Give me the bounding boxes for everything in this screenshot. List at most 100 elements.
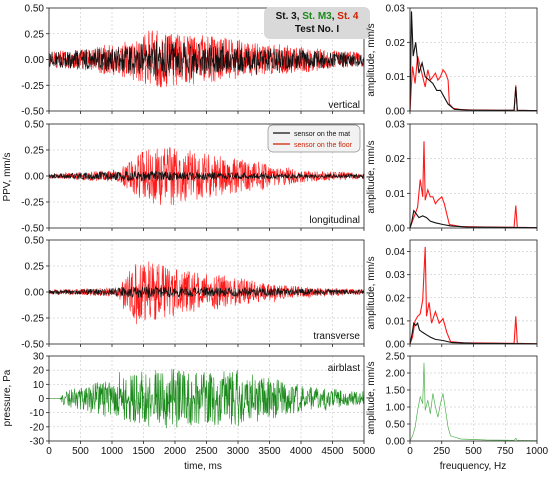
panel-label-vertical: vertical xyxy=(328,100,360,111)
annotation-part-1: St. 3, xyxy=(276,11,303,22)
x-tick-label: 0 xyxy=(407,446,413,457)
y-tick-label: -0.50 xyxy=(21,224,44,235)
x-tick-label: 5000 xyxy=(353,446,376,457)
y-tick-label: 0.03 xyxy=(386,4,406,15)
panel-label-transverse: transverse xyxy=(313,331,360,342)
y-tick-label: 0.03 xyxy=(386,120,406,131)
annotation-part-4: St. 4 xyxy=(337,11,359,22)
x-tick-label: 500 xyxy=(72,446,89,457)
x-tick-label: 0 xyxy=(46,446,52,457)
plot-frame xyxy=(409,239,538,345)
x-axis-label-time: time, ms xyxy=(184,461,222,472)
y-tick-label: 1.50 xyxy=(386,386,406,397)
y-tick-label: 1.00 xyxy=(386,403,406,414)
y-tick-label: 10 xyxy=(33,380,45,391)
y-tick-label: 0.01 xyxy=(386,316,406,327)
x-tick-label: 3000 xyxy=(227,446,250,457)
y-tick-label: -10 xyxy=(30,408,45,419)
y-tick-label: 0.25 xyxy=(25,146,45,157)
y-tick-label: 30 xyxy=(33,352,45,363)
y-tick-label: 0.04 xyxy=(386,247,406,258)
spectrum-series-line xyxy=(409,362,538,442)
y-axis-label-amplitude-2: amplitude, mm/s xyxy=(366,140,377,213)
panel-label-longitudinal: longitudinal xyxy=(309,215,360,226)
test-annotation: St. 3, St. M3, St. 4 Test No. I xyxy=(264,7,370,39)
y-tick-label: 0.00 xyxy=(386,437,406,448)
annotation-part-2: St. M3 xyxy=(302,11,332,22)
panel-label-airblast: airblast xyxy=(328,363,360,374)
x-tick-label: 1000 xyxy=(101,446,124,457)
x-tick-label: 250 xyxy=(433,446,450,457)
y-tick-label: 2.00 xyxy=(386,369,406,380)
y-tick-label: 0.01 xyxy=(386,189,406,200)
y-tick-label: -30 xyxy=(30,437,45,448)
y-tick-label: 0.02 xyxy=(386,293,406,304)
x-tick-label: 1500 xyxy=(132,446,155,457)
plot-frame xyxy=(409,123,538,229)
y-tick-label: 0.00 xyxy=(386,107,406,118)
vertical-spectrum-panel: 0.03 0.02 0.01 0.00 xyxy=(386,4,538,118)
annotation-line-2: Test No. I xyxy=(295,24,339,35)
y-tick-label: -0.25 xyxy=(21,81,44,92)
longitudinal-time-panel: 0.50 0.25 0.00 -0.25 -0.50 longitudinal sens… xyxy=(21,120,365,235)
legend: sensor on the mat sensor on the floor xyxy=(267,124,361,153)
vertical-time-panel: 0.50 0.25 0.00 -0.25 -0.50 vertical St. 3, S… xyxy=(21,4,370,118)
plot-frame xyxy=(48,355,365,442)
annotation-part-3: , xyxy=(332,11,338,22)
x-tick-label: 1000 xyxy=(526,446,549,457)
y-tick-label: 0.25 xyxy=(25,262,45,273)
y-axis-label-amplitude-3: amplitude, mm/s xyxy=(366,256,377,329)
x-tick-label: 4500 xyxy=(321,446,344,457)
airblast-spectrum-panel: 2.50 2.00 1.50 1.00 0.50 0.000 250 500 750 1000 xyxy=(386,352,549,458)
spectrum-series-line xyxy=(409,321,538,345)
y-tick-label: 0.50 xyxy=(25,236,45,247)
time-series-trace xyxy=(48,36,365,79)
y-tick-label: 0.00 xyxy=(386,340,406,351)
y-tick-label: -0.50 xyxy=(21,340,44,351)
x-tick-label: 2500 xyxy=(195,446,218,457)
y-tick-label: -20 xyxy=(30,422,45,433)
longitudinal-spectrum-panel: 0.03 0.02 0.01 0.00 xyxy=(386,120,538,235)
plot-frame xyxy=(48,239,365,345)
y-tick-label: 0.00 xyxy=(25,172,45,183)
x-tick-label: 4000 xyxy=(290,446,313,457)
y-tick-label: 0.03 xyxy=(386,270,406,281)
plot-frame xyxy=(409,7,538,112)
plot-frame xyxy=(48,7,365,112)
y-tick-label: -0.25 xyxy=(21,314,44,325)
y-tick-label: 0.00 xyxy=(25,55,45,66)
time-series-trace xyxy=(49,368,365,429)
y-axis-label-ppv: PPV, mm/s xyxy=(2,152,13,201)
y-tick-label: 2.50 xyxy=(386,352,406,363)
transverse-time-panel: 0.50 0.25 0.00 -0.25 -0.50 transverse xyxy=(21,236,365,351)
y-tick-label: -0.50 xyxy=(21,107,44,118)
y-tick-label: 0.25 xyxy=(25,29,45,40)
y-tick-label: 20 xyxy=(33,366,45,377)
x-tick-label: 2000 xyxy=(164,446,187,457)
y-tick-label: -0.25 xyxy=(21,198,44,209)
y-tick-label: 0.01 xyxy=(386,72,406,83)
x-tick-label: 750 xyxy=(497,446,514,457)
y-axis-label-amplitude-1: amplitude, mm/s xyxy=(366,23,377,96)
spectrum-series-line xyxy=(409,11,538,112)
y-tick-label: 0.50 xyxy=(386,420,406,431)
y-tick-label: 0.50 xyxy=(25,120,45,131)
y-tick-label: 0.00 xyxy=(386,224,406,235)
y-tick-label: 0.02 xyxy=(386,154,406,165)
y-tick-label: 0.50 xyxy=(25,4,45,15)
time-series-trace xyxy=(48,30,365,88)
legend-label-floor: sensor on the floor xyxy=(294,142,353,149)
x-axis-label-frequency: freuquency, Hz xyxy=(440,461,507,472)
annotation-line-1: St. 3, St. M3, St. 4 xyxy=(276,11,359,22)
spectrum-series-line xyxy=(409,209,538,229)
y-tick-label: 0.02 xyxy=(386,38,406,49)
time-series-trace xyxy=(48,284,365,299)
plot-frame xyxy=(48,123,365,229)
plot-frame xyxy=(409,355,538,442)
transverse-spectrum-panel: 0.04 0.03 0.02 0.01 0.00 xyxy=(386,239,538,351)
legend-label-mat: sensor on the mat xyxy=(294,131,350,138)
y-tick-label: 0.00 xyxy=(25,288,45,299)
x-tick-label: 3500 xyxy=(258,446,281,457)
